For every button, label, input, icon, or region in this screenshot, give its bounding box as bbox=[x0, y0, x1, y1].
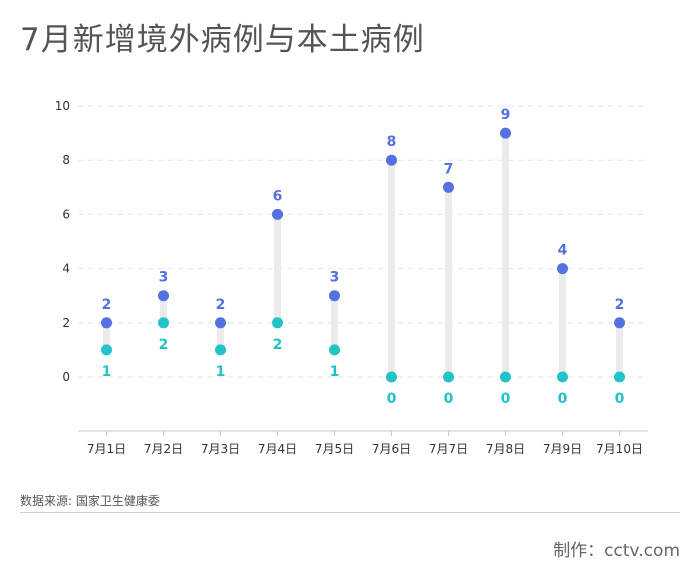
local-dot-2 bbox=[215, 344, 226, 356]
x-tick-label-1: 7月2日 bbox=[144, 442, 183, 456]
local-dot-5 bbox=[386, 371, 397, 383]
dumbbell-chart: 0 2 4 6 8 10 7月1日 2 1 7月2日 3 2 7月3日 2 1 7月4日 6 2 7月5日 3 1 7月6… bbox=[55, 99, 648, 456]
imported-dot-7 bbox=[500, 127, 511, 139]
x-tick-label-5: 7月6日 bbox=[372, 442, 411, 456]
local-value-label-3: 2 bbox=[273, 337, 283, 353]
y-tick-label-5: 10 bbox=[55, 99, 70, 113]
x-tick-label-2: 7月3日 bbox=[201, 442, 240, 456]
imported-value-label-9: 2 bbox=[615, 297, 625, 313]
local-value-label-1: 2 bbox=[159, 337, 169, 353]
x-tick-label-9: 7月10日 bbox=[596, 442, 643, 456]
imported-dot-3 bbox=[272, 208, 283, 220]
local-value-label-7: 0 bbox=[501, 391, 511, 407]
imported-value-label-6: 7 bbox=[444, 161, 454, 177]
y-tick-label-1: 2 bbox=[62, 316, 70, 330]
imported-dot-9 bbox=[614, 317, 625, 329]
credit: 制作：cctv.com bbox=[553, 541, 680, 561]
local-dot-4 bbox=[329, 344, 340, 356]
imported-dot-0 bbox=[101, 317, 112, 329]
local-dot-9 bbox=[614, 371, 625, 383]
local-dot-3 bbox=[272, 317, 283, 329]
x-tick-label-3: 7月4日 bbox=[258, 442, 297, 456]
imported-dot-4 bbox=[329, 290, 340, 302]
divider bbox=[20, 512, 680, 513]
page-title: 7月新增境外病例与本土病例 bbox=[20, 22, 425, 58]
local-value-label-0: 1 bbox=[102, 364, 112, 380]
y-tick-label-4: 8 bbox=[62, 153, 70, 167]
imported-value-label-4: 3 bbox=[330, 270, 340, 286]
imported-dot-2 bbox=[215, 317, 226, 329]
imported-dot-6 bbox=[443, 181, 454, 193]
local-value-label-6: 0 bbox=[444, 391, 454, 407]
imported-dot-1 bbox=[158, 290, 169, 302]
x-tick-label-7: 7月8日 bbox=[486, 442, 525, 456]
local-dot-1 bbox=[158, 317, 169, 329]
y-tick-label-0: 0 bbox=[62, 370, 70, 384]
x-tick-label-0: 7月1日 bbox=[87, 442, 126, 456]
local-value-label-5: 0 bbox=[387, 391, 397, 407]
local-value-label-8: 0 bbox=[558, 391, 568, 407]
imported-value-label-8: 4 bbox=[558, 243, 568, 259]
y-tick-label-2: 4 bbox=[62, 262, 70, 276]
data-source: 数据来源: 国家卫生健康委 bbox=[20, 494, 160, 508]
imported-dot-8 bbox=[557, 263, 568, 275]
imported-value-label-7: 9 bbox=[501, 107, 511, 123]
imported-value-label-3: 6 bbox=[273, 188, 283, 204]
x-tick-label-4: 7月5日 bbox=[315, 442, 354, 456]
local-dot-0 bbox=[101, 344, 112, 356]
y-tick-label-3: 6 bbox=[62, 207, 70, 221]
local-value-label-2: 1 bbox=[216, 364, 226, 380]
local-value-label-4: 1 bbox=[330, 364, 340, 380]
imported-value-label-2: 2 bbox=[216, 297, 226, 313]
local-dot-6 bbox=[443, 371, 454, 383]
imported-value-label-1: 3 bbox=[159, 270, 169, 286]
imported-value-label-5: 8 bbox=[387, 134, 397, 150]
local-value-label-9: 0 bbox=[615, 391, 625, 407]
local-dot-8 bbox=[557, 371, 568, 383]
x-tick-label-6: 7月7日 bbox=[429, 442, 468, 456]
imported-value-label-0: 2 bbox=[102, 297, 112, 313]
local-dot-7 bbox=[500, 371, 511, 383]
x-tick-label-8: 7月9日 bbox=[543, 442, 582, 456]
imported-dot-5 bbox=[386, 154, 397, 166]
